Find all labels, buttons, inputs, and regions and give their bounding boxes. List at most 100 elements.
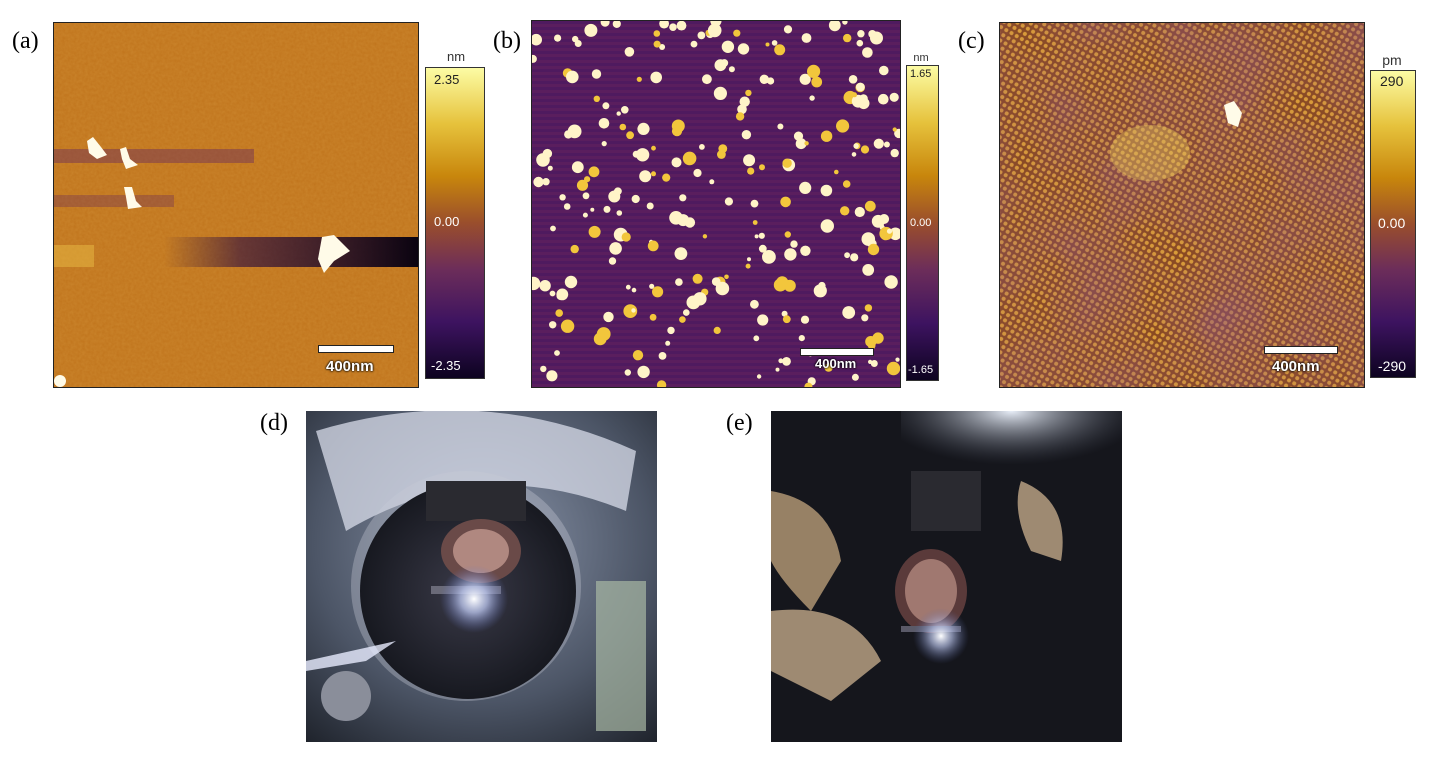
particle <box>783 25 793 34</box>
particle <box>582 192 590 200</box>
particle <box>762 250 776 264</box>
colorbar-unit-a: nm <box>446 49 466 64</box>
particle <box>850 253 859 262</box>
panel-label-d: (d) <box>260 410 288 436</box>
particle <box>807 64 821 78</box>
panel-label-b: (b) <box>493 28 521 54</box>
particle <box>798 335 805 342</box>
particle <box>862 264 875 276</box>
colorbar-min-a: -2.35 <box>431 358 461 373</box>
particle <box>614 230 622 238</box>
particle <box>741 130 752 140</box>
scale-bar-c <box>1264 346 1338 354</box>
particle <box>856 39 864 47</box>
particle <box>883 141 890 148</box>
particle <box>854 206 865 218</box>
particle <box>848 75 858 84</box>
particle <box>707 23 722 38</box>
particle <box>771 40 778 46</box>
particle <box>635 148 650 162</box>
particle <box>549 290 556 297</box>
particle <box>656 380 667 387</box>
particle <box>767 77 775 85</box>
particle <box>652 286 664 298</box>
colorbar-unit-b: nm <box>913 52 929 64</box>
particle <box>872 332 884 344</box>
photo-chamber-e-graphic <box>771 411 1122 742</box>
particle <box>658 352 667 360</box>
particle <box>596 327 611 341</box>
particle <box>697 31 706 40</box>
particle <box>702 74 712 85</box>
particle <box>619 123 627 131</box>
particle <box>549 321 557 329</box>
particle <box>728 66 735 73</box>
particle <box>777 123 784 130</box>
particle <box>564 130 573 139</box>
particle <box>699 144 705 150</box>
particle <box>602 102 610 110</box>
particle <box>651 171 656 177</box>
afm-image-c: 400nm <box>999 22 1365 388</box>
particle <box>631 308 636 313</box>
particle <box>675 278 683 286</box>
particle <box>682 151 697 166</box>
scale-bar-a <box>318 345 394 353</box>
particle <box>840 206 850 216</box>
particle <box>778 358 784 364</box>
particle <box>884 275 898 289</box>
particle <box>842 306 856 319</box>
particle <box>868 359 873 364</box>
particle <box>856 82 865 92</box>
particle <box>693 168 702 178</box>
particle <box>784 248 797 261</box>
particle <box>750 199 759 208</box>
particle <box>560 319 575 333</box>
particle <box>601 141 607 147</box>
particle <box>861 232 876 246</box>
particle <box>546 370 558 382</box>
particle <box>603 205 611 213</box>
panel-label-c: (c) <box>958 28 985 54</box>
particle <box>603 311 614 323</box>
colorbar-max-c: 290 <box>1380 73 1404 89</box>
particle <box>612 21 621 28</box>
particle <box>624 369 631 376</box>
particle <box>739 96 750 107</box>
particle <box>724 274 729 280</box>
particle <box>733 29 741 37</box>
particle <box>659 21 669 29</box>
particle <box>632 350 644 361</box>
particle <box>782 357 791 366</box>
particle <box>759 74 769 84</box>
colorbar-min-c: -290 <box>1378 358 1407 374</box>
particle <box>859 94 868 103</box>
particle <box>582 212 588 218</box>
particle <box>576 179 589 191</box>
afm-image-b: 400nm <box>531 20 901 388</box>
particle <box>608 257 617 265</box>
particle <box>853 143 859 149</box>
particle <box>834 169 839 175</box>
particle <box>653 30 661 37</box>
particle <box>566 70 579 84</box>
particle <box>713 326 721 334</box>
particle <box>800 315 810 324</box>
particle <box>758 232 765 239</box>
particle <box>659 44 666 50</box>
particle <box>679 316 686 323</box>
particle <box>636 76 642 82</box>
particle <box>621 232 631 242</box>
particle <box>757 314 769 326</box>
particle <box>616 210 623 216</box>
particle <box>870 31 883 45</box>
particle <box>649 283 655 289</box>
particle <box>862 47 873 58</box>
particle <box>713 86 727 100</box>
particle <box>842 180 851 188</box>
particle <box>857 30 865 38</box>
particle <box>750 299 759 309</box>
particle <box>584 23 598 37</box>
particle <box>756 374 762 379</box>
particle <box>591 69 602 79</box>
